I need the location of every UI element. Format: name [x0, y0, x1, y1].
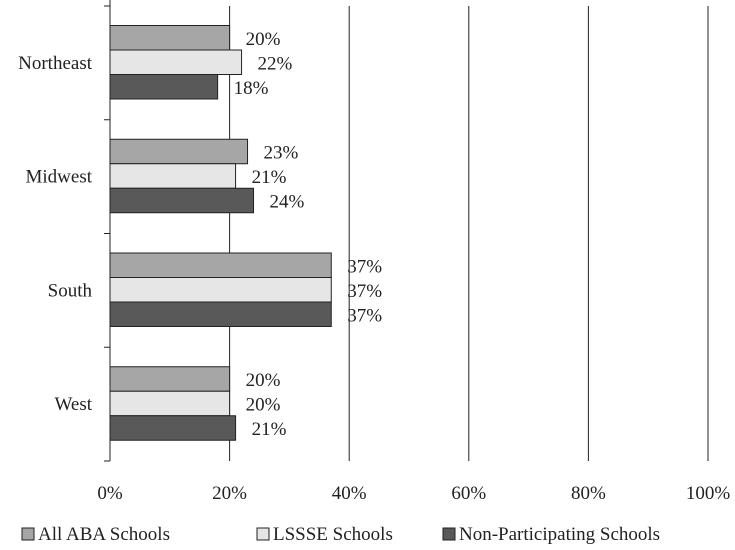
x-tick-label: 100%	[686, 483, 731, 504]
bar-non-participating-schools-south	[109, 301, 332, 327]
x-tick-label: 0%	[97, 483, 123, 504]
x-tick-label: 20%	[212, 483, 247, 504]
bar-all-aba-schools-midwest	[109, 138, 249, 165]
data-label-all-aba-schools-northeast: 20%	[246, 29, 281, 50]
legend-swatch-all-aba-schools	[21, 527, 35, 541]
bar-lssse-schools-south	[109, 277, 332, 303]
legend-swatch-lssse-schools	[256, 527, 270, 541]
gridlines	[229, 6, 709, 461]
category-label-south: South	[48, 280, 93, 301]
bar-all-aba-schools-west	[109, 366, 231, 392]
legend-label-all-aba-schools: All ABA Schools	[38, 524, 170, 545]
data-label-all-aba-schools-west: 20%	[246, 370, 281, 391]
data-label-non-participating-schools-midwest: 24%	[270, 192, 305, 213]
axes: 0% 20% 40% 60% 80% 100% Northeast Midwest South W…	[18, 0, 730, 504]
bar-lssse-schools-midwest	[109, 163, 237, 189]
data-label-non-participating-schools-west: 21%	[252, 419, 287, 440]
bar-non-participating-schools-west	[109, 415, 237, 441]
bars: 20% 22% 18% 23% 21% 24% 37% 37% 37% 20% 20% 21%	[109, 25, 382, 441]
x-tick-label: 60%	[451, 483, 486, 504]
bar-all-aba-schools-northeast	[109, 25, 231, 51]
data-label-lssse-schools-midwest: 21%	[252, 167, 287, 188]
data-label-all-aba-schools-midwest: 23%	[264, 143, 299, 164]
legend-label-non-participating-schools: Non-Participating Schools	[459, 524, 660, 545]
data-label-lssse-schools-south: 37%	[347, 281, 382, 302]
bar-lssse-schools-west	[109, 390, 231, 417]
category-label-west: West	[54, 394, 92, 415]
bar-non-participating-schools-northeast	[109, 74, 219, 100]
data-label-lssse-schools-northeast: 22%	[258, 53, 293, 74]
bar-lssse-schools-northeast	[109, 49, 243, 75]
legend: All ABA Schools LSSSE Schools Non-Particip…	[21, 524, 660, 545]
data-label-non-participating-schools-northeast: 18%	[234, 78, 269, 99]
category-label-midwest: Midwest	[26, 167, 93, 188]
data-label-non-participating-schools-south: 37%	[347, 305, 382, 326]
legend-swatch-non-participating-schools	[442, 527, 456, 541]
data-label-all-aba-schools-south: 37%	[347, 256, 382, 277]
category-label-northeast: Northeast	[18, 53, 93, 74]
legend-label-lssse-schools: LSSSE Schools	[273, 524, 393, 545]
x-tick-label: 80%	[571, 483, 606, 504]
bar-non-participating-schools-midwest	[109, 187, 255, 214]
data-label-lssse-schools-west: 20%	[246, 395, 281, 416]
bar-all-aba-schools-south	[109, 252, 332, 278]
x-tick-label: 40%	[332, 483, 367, 504]
